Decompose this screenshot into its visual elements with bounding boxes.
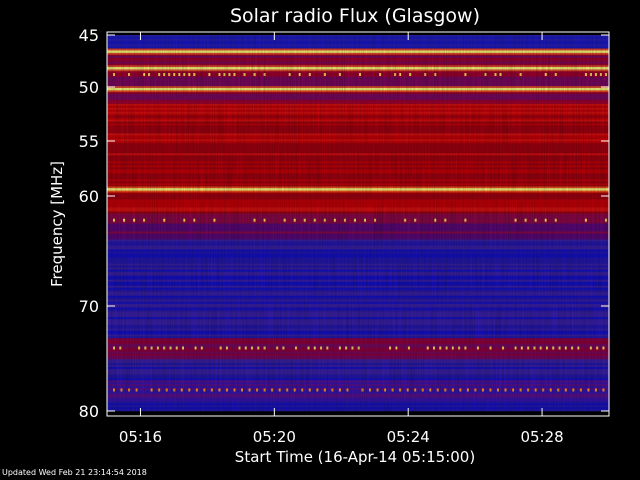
updated-timestamp: Updated Wed Feb 21 23:14:54 2018 xyxy=(2,468,147,477)
texture-overlay xyxy=(107,32,609,416)
plot-frame xyxy=(106,31,610,417)
y-tick-label: 60 xyxy=(79,187,99,206)
y-tick-label: 70 xyxy=(79,297,99,316)
x-axis: 05:16 05:20 05:24 05:28 xyxy=(119,32,564,446)
y-axis: 45 50 55 60 70 80 xyxy=(79,26,609,421)
x-tick-label: 05:16 xyxy=(119,428,162,446)
chart-title: Solar radio Flux (Glasgow) xyxy=(230,5,480,27)
y-tick-label: 45 xyxy=(79,26,99,45)
x-tick-label: 05:28 xyxy=(520,428,563,446)
y-axis-label: Frequency [MHz] xyxy=(48,161,66,287)
y-tick-label: 80 xyxy=(79,402,99,421)
y-tick-label: 55 xyxy=(79,132,99,151)
x-tick-label: 05:24 xyxy=(387,428,430,446)
x-axis-label: Start Time (16-Apr-14 05:15:00) xyxy=(235,448,475,466)
y-tick-label: 50 xyxy=(79,78,99,97)
x-tick-label: 05:20 xyxy=(253,428,296,446)
